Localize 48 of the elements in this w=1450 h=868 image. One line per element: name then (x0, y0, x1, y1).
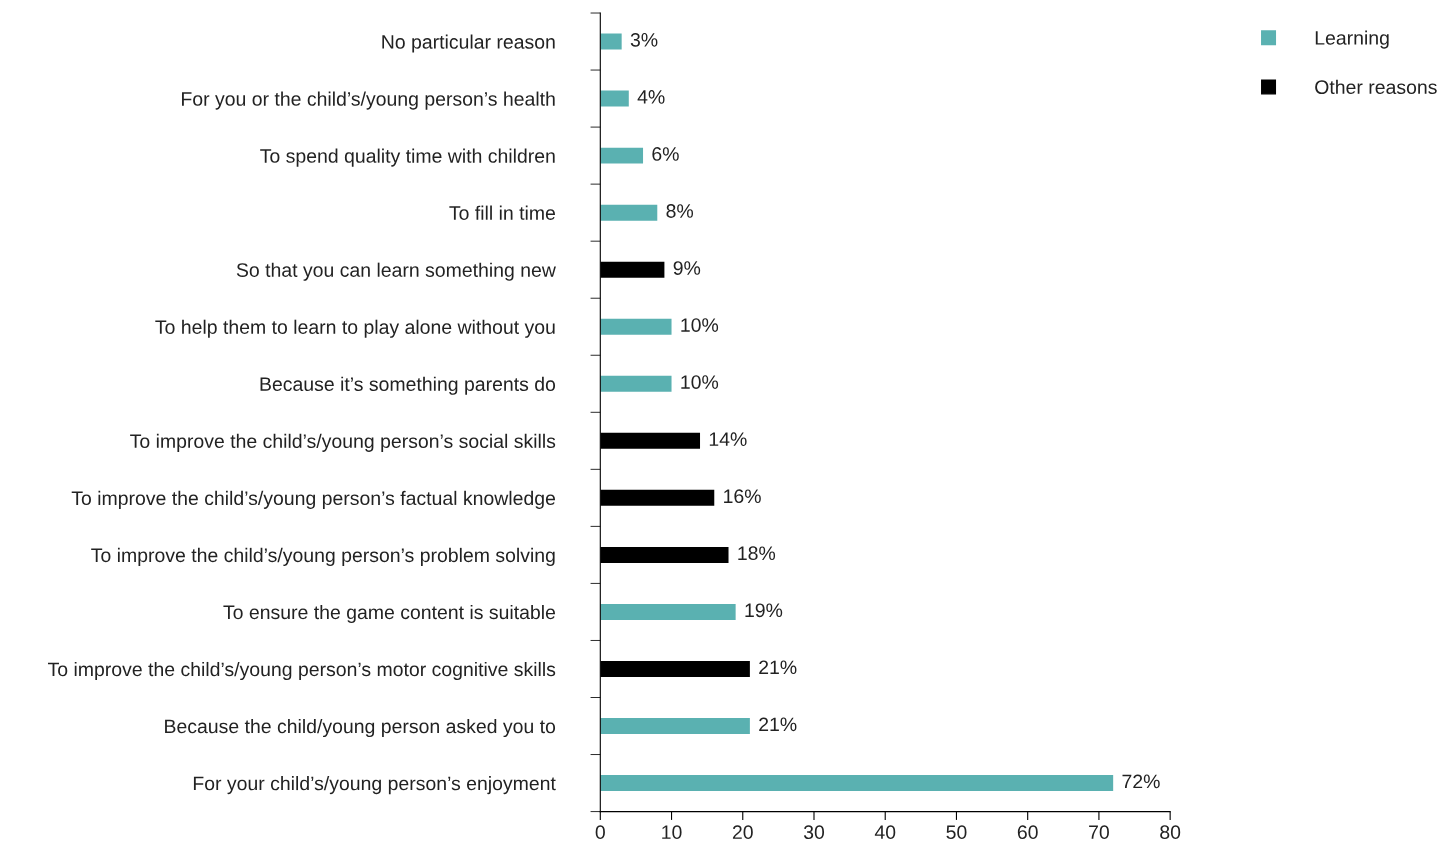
data-label: 14% (709, 432, 747, 446)
y-tick-label: To help them to learn to play alone without you (155, 319, 555, 338)
data-label: 16% (724, 489, 761, 504)
y-tick-label: To improve the child’s/young person’s problem solving (91, 547, 555, 566)
y-tick-label: To improve the child’s/young person’s motor cognitive skills (47, 661, 556, 681)
legend-label: Learning (1315, 30, 1389, 49)
x-tick-label: 0 (595, 825, 605, 840)
x-tick-label: 50 (946, 825, 967, 840)
data-label: 21% (759, 717, 797, 732)
y-tick-label: To improve the child’s/young person’s factual knowledge (71, 490, 556, 509)
y-tick-label: For your child’s/young person’s enjoyment (193, 776, 556, 795)
x-tick-label: 80 (1160, 825, 1181, 840)
data-label: 9% (673, 261, 701, 275)
legend-label: Other reasons (1315, 79, 1437, 95)
bar (600, 718, 750, 735)
data-label: 10% (681, 318, 719, 332)
data-label: 72% (1122, 774, 1160, 789)
y-tick-label: Because the child/young person asked you to (165, 718, 556, 738)
data-label: 19% (745, 603, 783, 618)
x-tick-label: 40 (874, 825, 896, 840)
y-tick-label: No particular reason (382, 34, 555, 53)
y-tick-label: So that you can learn something new (236, 262, 556, 281)
bar (600, 603, 736, 620)
bar (600, 375, 672, 392)
x-tick-label: 70 (1089, 825, 1109, 840)
y-tick-label: To fill in time (449, 205, 555, 220)
data-label: 21% (759, 660, 797, 675)
y-tick-label: To spend quality time with children (260, 148, 555, 167)
x-tick-label: 10 (662, 825, 682, 840)
y-tick-label: For you or the child’s/young person’s health (182, 91, 555, 110)
bar (600, 33, 622, 50)
data-label: 18% (738, 546, 776, 561)
bar (600, 147, 644, 164)
bar (600, 318, 672, 335)
data-label: 6% (652, 147, 679, 161)
x-tick-label: 30 (803, 825, 825, 840)
bar (600, 775, 1114, 792)
y-tick-label: To ensure the game content is suitable (223, 604, 556, 624)
data-label: 4% (637, 90, 665, 104)
y-tick-label: To improve the child’s/young person’s social skills (130, 433, 556, 452)
bar (600, 90, 629, 107)
data-label: 3% (630, 32, 658, 47)
x-tick-label: 60 (1017, 825, 1038, 840)
x-tick-label: 20 (732, 825, 753, 840)
data-label: 10% (681, 375, 719, 389)
bar (600, 204, 658, 221)
y-tick-label: Because it’s something parents do (260, 376, 556, 395)
data-label: 8% (666, 204, 694, 218)
